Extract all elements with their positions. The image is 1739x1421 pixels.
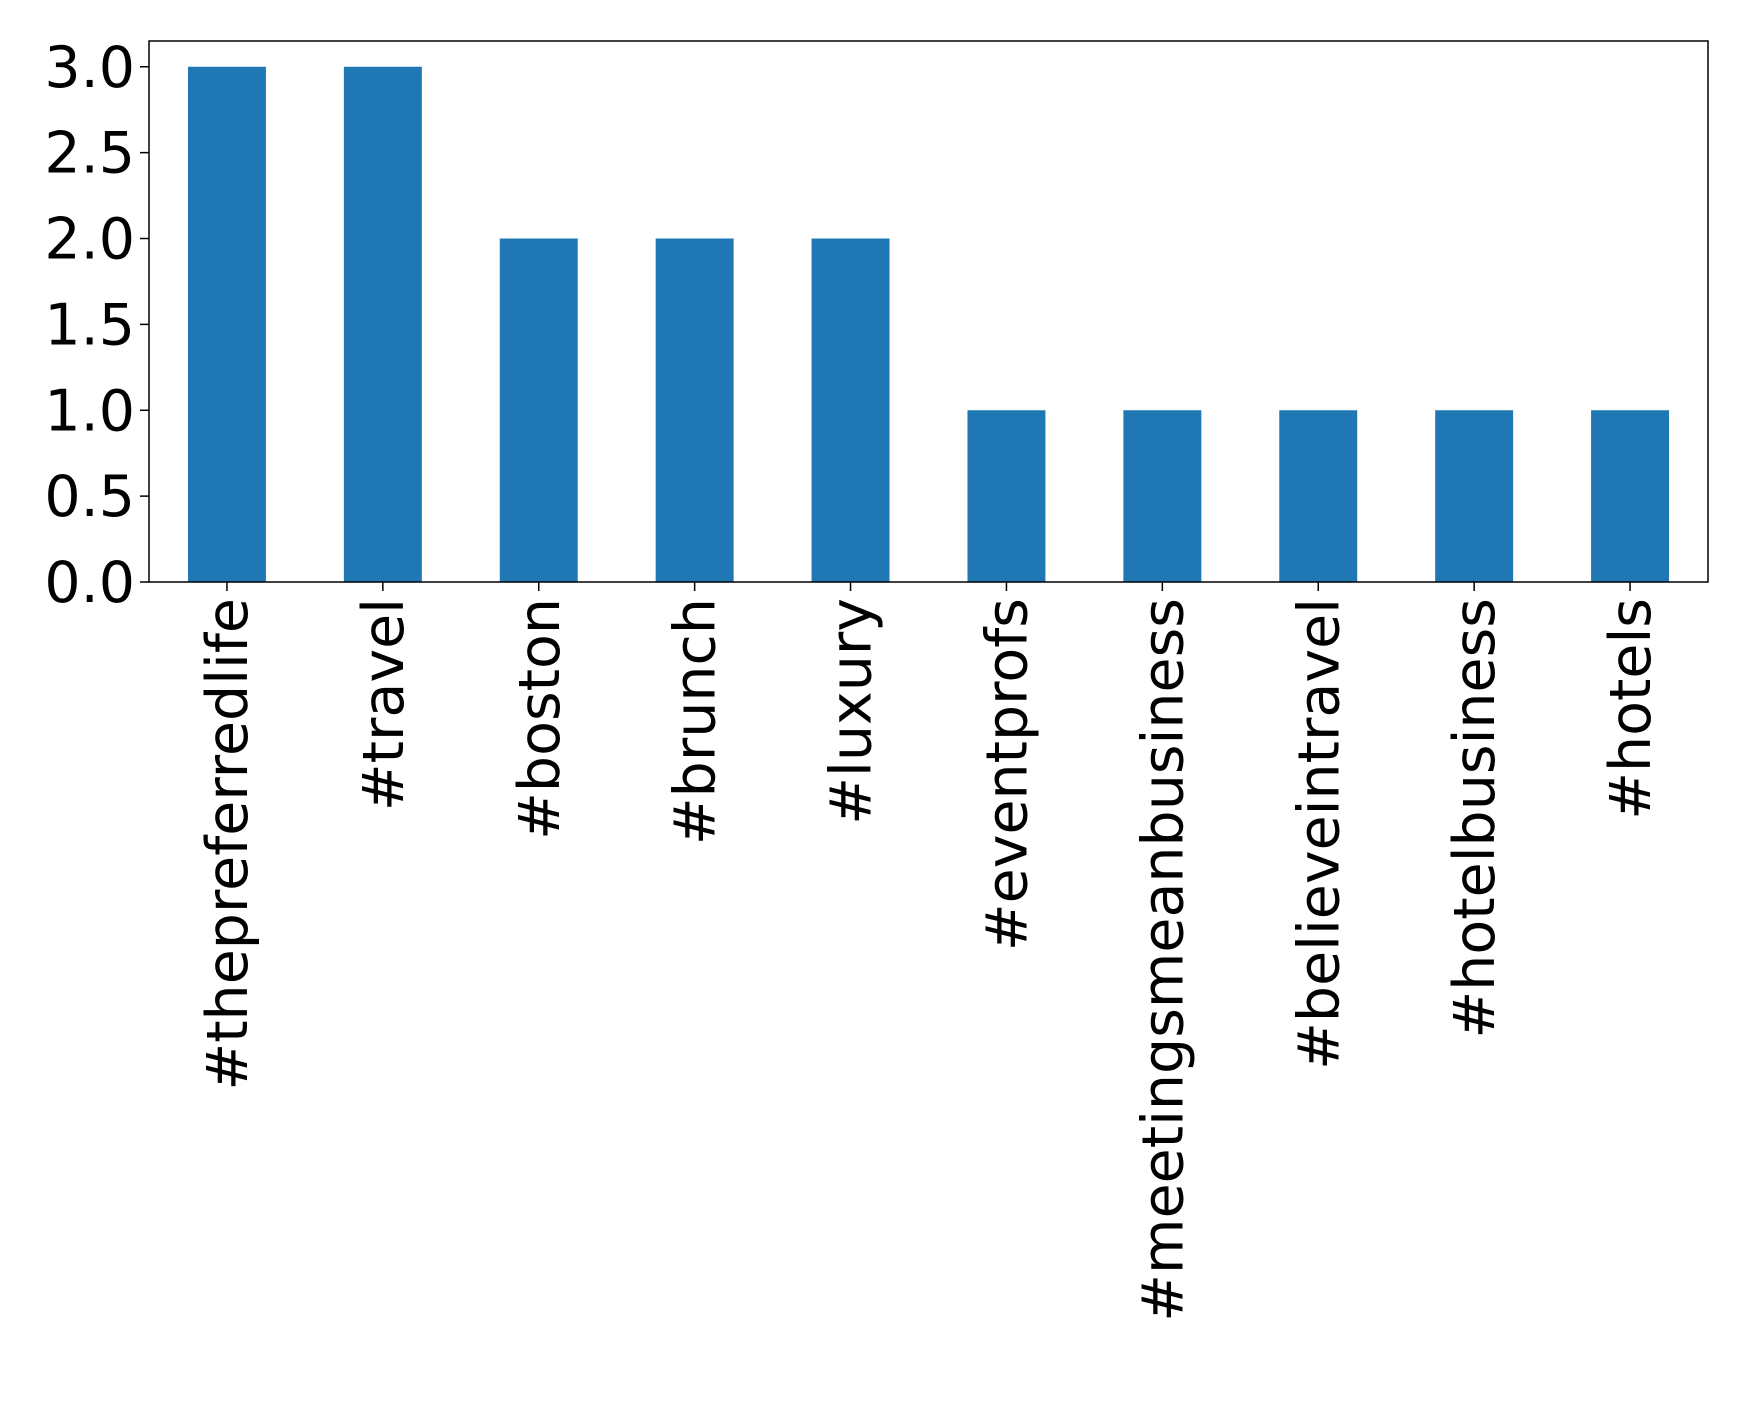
bar: [1279, 410, 1358, 582]
y-tick-label: 0.0: [44, 550, 135, 616]
x-tick-label: #meetingsmeanbusiness: [1130, 598, 1196, 1322]
bar: [1435, 410, 1514, 582]
bar: [499, 238, 578, 582]
x-tick-label: #hotels: [1598, 598, 1664, 820]
bar: [1591, 410, 1670, 582]
x-tick-label: #believeintravel: [1286, 598, 1352, 1070]
bar: [967, 410, 1046, 582]
bar: [187, 66, 266, 582]
bar: [343, 66, 422, 582]
x-tick-label: #travel: [351, 598, 417, 811]
x-tick-label: #brunch: [663, 598, 729, 845]
y-tick-label: 3.0: [44, 35, 135, 101]
x-tick-label: #eventprofs: [974, 598, 1040, 951]
x-tick-label: #luxury: [819, 598, 885, 825]
y-tick-label: 2.0: [44, 207, 135, 273]
x-tick-label: #boston: [507, 598, 573, 840]
x-tick-label: #hotelbusiness: [1442, 598, 1508, 1038]
y-tick-label: 1.0: [44, 378, 135, 444]
y-tick-label: 1.5: [44, 292, 135, 358]
y-tick-label: 0.5: [44, 464, 135, 530]
y-tick-label: 2.5: [44, 121, 135, 187]
bar: [655, 238, 734, 582]
bar: [811, 238, 890, 582]
bar: [1123, 410, 1202, 582]
plot-frame: [148, 40, 1709, 583]
x-tick-label: #thepreferredlife: [195, 598, 261, 1091]
